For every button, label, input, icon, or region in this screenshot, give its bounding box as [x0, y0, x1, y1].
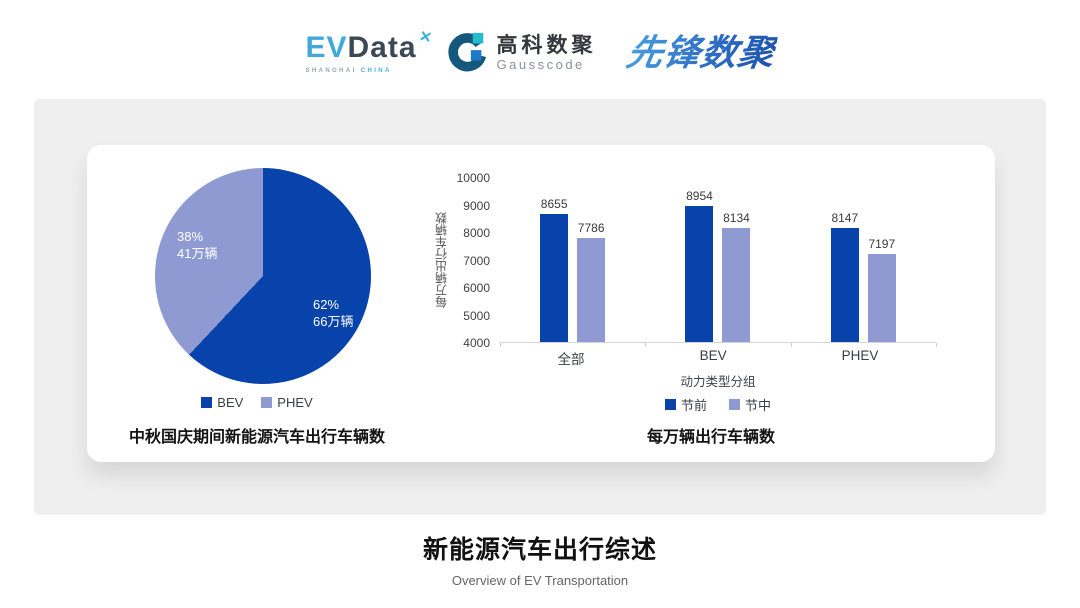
- y-tick-label: 5000: [463, 308, 490, 323]
- bar-x-axis-title: 动力类型分组: [680, 375, 756, 389]
- legend-swatch-icon: [664, 399, 676, 410]
- axis-tick-mark: [500, 343, 501, 347]
- legend-swatch-icon: [729, 399, 740, 410]
- y-tick-label: 6000: [463, 281, 490, 295]
- charts-card: 38% 41万辆 62% 66万辆 BEV PHEV 中秋国庆期间新能源汽车出行车…: [87, 145, 995, 462]
- pie-chart-title: 中秋国庆期间新能源汽车出行车辆数: [128, 429, 385, 446]
- gausscode-logo: 高科数聚 Gausscode: [447, 32, 597, 74]
- category-label: PHEV: [841, 348, 879, 363]
- legend-label: 节中: [745, 398, 772, 413]
- bar-group: 8147 7197: [830, 210, 896, 342]
- legend-item: 节前: [664, 395, 707, 414]
- axis-tick-mark: [645, 343, 647, 347]
- bar-value-label: 8954: [686, 188, 713, 203]
- evdata-subtext: SHANGHAI CHINA: [305, 68, 391, 74]
- bev-value: 66万辆: [313, 314, 354, 329]
- gausscode-text: 高科数聚 Gausscode: [496, 33, 597, 72]
- bar-with-label: 7786: [577, 220, 606, 342]
- page-footer: 新能源汽车出行综述 Overview of EV Transportation: [0, 530, 1080, 588]
- bar-chart-pane: 每万辆出行车辆数 10000 9000 8000 7000 6000 5000 4000 8…: [427, 145, 995, 462]
- pie-slice-label-bev: 62% 66万辆: [313, 296, 353, 330]
- evdata-data-text: Data: [347, 30, 417, 64]
- y-tick-label: 9000: [463, 198, 490, 213]
- category-label: 全部: [557, 352, 585, 367]
- evdata-wordmark: EVData ✕: [305, 27, 434, 64]
- bar-category-labels: 全部 BEV PHEV: [500, 348, 936, 368]
- bar: [577, 237, 606, 342]
- evdata-x-icon: ✕: [417, 27, 435, 47]
- bar-y-ticks: 10000 9000 8000 7000 6000 5000 4000: [447, 171, 490, 350]
- pie-legend: BEV PHEV: [87, 395, 427, 410]
- pie-chart: 38% 41万辆 62% 66万辆: [155, 168, 371, 384]
- legend-swatch-icon: [261, 397, 273, 408]
- bar-with-label: 8954: [685, 188, 714, 342]
- axis-tick-mark: [936, 343, 937, 347]
- y-tick-label: 7000: [463, 253, 490, 268]
- axis-tick-mark: [790, 343, 792, 347]
- gausscode-en-name: Gausscode: [496, 56, 585, 72]
- bar-value-label: 8147: [831, 210, 859, 225]
- y-tick-label: 4000: [463, 336, 490, 350]
- bar-plot: 8655 7786 8954 8134 8147 7197: [500, 178, 937, 347]
- phev-percent: 38%: [177, 229, 204, 244]
- legend-item: 节中: [729, 395, 771, 414]
- bar: [685, 205, 714, 342]
- bar-value-label: 8134: [723, 211, 750, 226]
- y-tick-label: 8000: [463, 226, 490, 240]
- legend-item: BEV: [201, 395, 243, 410]
- bar-group: 8954 8134: [685, 188, 751, 342]
- pie-slice-label-phev: 38% 41万辆: [177, 228, 217, 262]
- category-label: BEV: [699, 348, 727, 363]
- page-subtitle: Overview of EV Transportation: [451, 573, 629, 588]
- bar-chart-title: 每万辆出行车辆数: [646, 429, 775, 446]
- evdata-china-text: CHINA: [360, 67, 392, 74]
- report-panel: 38% 41万辆 62% 66万辆 BEV PHEV 中秋国庆期间新能源汽车出行车…: [34, 99, 1046, 515]
- gausscode-g-icon: [447, 32, 486, 72]
- legend-label: BEV: [217, 395, 244, 410]
- legend-label: PHEV: [277, 395, 313, 410]
- legend-label: 节前: [680, 398, 707, 413]
- bar: [867, 254, 896, 342]
- bar-legend: 节前 节中: [500, 395, 936, 414]
- bar-value-label: 7197: [868, 237, 896, 252]
- bev-percent: 62%: [313, 297, 340, 312]
- evdata-shanghai-text: SHANGHAI: [305, 67, 357, 74]
- bar: [540, 214, 569, 342]
- page-title: 新能源汽车出行综述: [422, 536, 657, 564]
- phev-value: 41万辆: [177, 246, 218, 261]
- bar-with-label: 8147: [830, 210, 859, 342]
- evdata-logo: EVData ✕ SHANGHAI CHINA: [305, 27, 434, 74]
- bar-with-label: 8655: [540, 197, 569, 342]
- bar: [722, 228, 751, 342]
- xianfeng-shuju-logo: 先锋数聚: [622, 32, 779, 73]
- legend-swatch-icon: [201, 397, 213, 408]
- bar-value-label: 8655: [540, 197, 568, 211]
- gausscode-cn-name: 高科数聚: [496, 33, 597, 57]
- bar-group: 8655 7786: [540, 197, 606, 342]
- evdata-ev-text: EV: [305, 30, 348, 64]
- legend-item: PHEV: [261, 395, 313, 410]
- bar: [830, 227, 859, 342]
- y-tick-label: 10000: [456, 171, 490, 185]
- bar-value-label: 7786: [577, 220, 605, 235]
- bar-with-label: 7197: [867, 237, 896, 342]
- logo-bar: EVData ✕ SHANGHAI CHINA 高科数聚 Gausscode 先…: [0, 18, 1080, 88]
- bar-with-label: 8134: [722, 211, 751, 342]
- pie-chart-pane: 38% 41万辆 62% 66万辆 BEV PHEV 中秋国庆期间新能源汽车出行车…: [87, 145, 427, 462]
